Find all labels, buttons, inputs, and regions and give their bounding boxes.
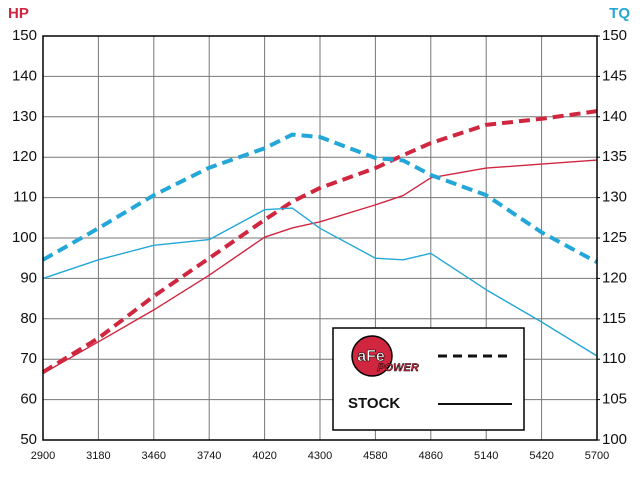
y2-tick-label: 100 [602,431,627,448]
logo-badge [351,335,393,377]
y-tick-label: 110 [13,189,37,206]
x-tick-label: 4300 [308,450,332,462]
y-tick-label: 120 [12,148,37,165]
x-tick-label: 4020 [252,450,276,462]
legend-label: STOCK [348,395,400,412]
y2-tick-label: 140 [602,108,627,125]
logo-text: aFe [357,348,385,365]
x-tick-label: 3740 [197,450,221,462]
x-tick-label: 5700 [585,450,609,462]
y2-tick-label: 125 [602,229,627,246]
x-tick-label: 4580 [363,450,387,462]
x-tick-label: 5420 [529,450,553,462]
y-tick-label: 50 [20,431,37,448]
plot-border [42,35,598,441]
dashed-line [41,109,598,374]
y-axis-label: HP [8,5,29,22]
y-tick-label: 90 [20,269,37,286]
y2-tick-label: 145 [602,67,627,84]
logo-sub: POWER [377,362,419,374]
x-tick-label: 3460 [142,450,166,462]
y-tick-label: 70 [20,350,37,367]
y-tick-label: 150 [12,27,37,44]
y2-tick-label: 120 [602,269,627,286]
dashed-line [42,132,598,265]
x-tick-label: 2900 [31,450,55,462]
x-tick-label: 5140 [474,450,498,462]
y-tick-label: 80 [20,310,37,327]
y2-tick-label: 150 [602,27,627,44]
y-tick-label: 60 [20,391,37,408]
x-tick-label: 3180 [86,450,110,462]
solid-line [42,207,598,357]
y-tick-label: 140 [12,67,37,84]
y2-tick-label: 130 [602,189,627,206]
y2-axis-label: TQ [609,5,630,22]
x-tick-label: 4860 [419,450,443,462]
y2-tick-label: 135 [602,148,627,165]
y2-tick-label: 115 [602,310,626,327]
y2-tick-label: 105 [602,391,627,408]
y-tick-label: 100 [12,229,37,246]
solid-line [42,159,598,374]
y-tick-label: 130 [12,108,37,125]
y2-tick-label: 110 [602,350,626,367]
